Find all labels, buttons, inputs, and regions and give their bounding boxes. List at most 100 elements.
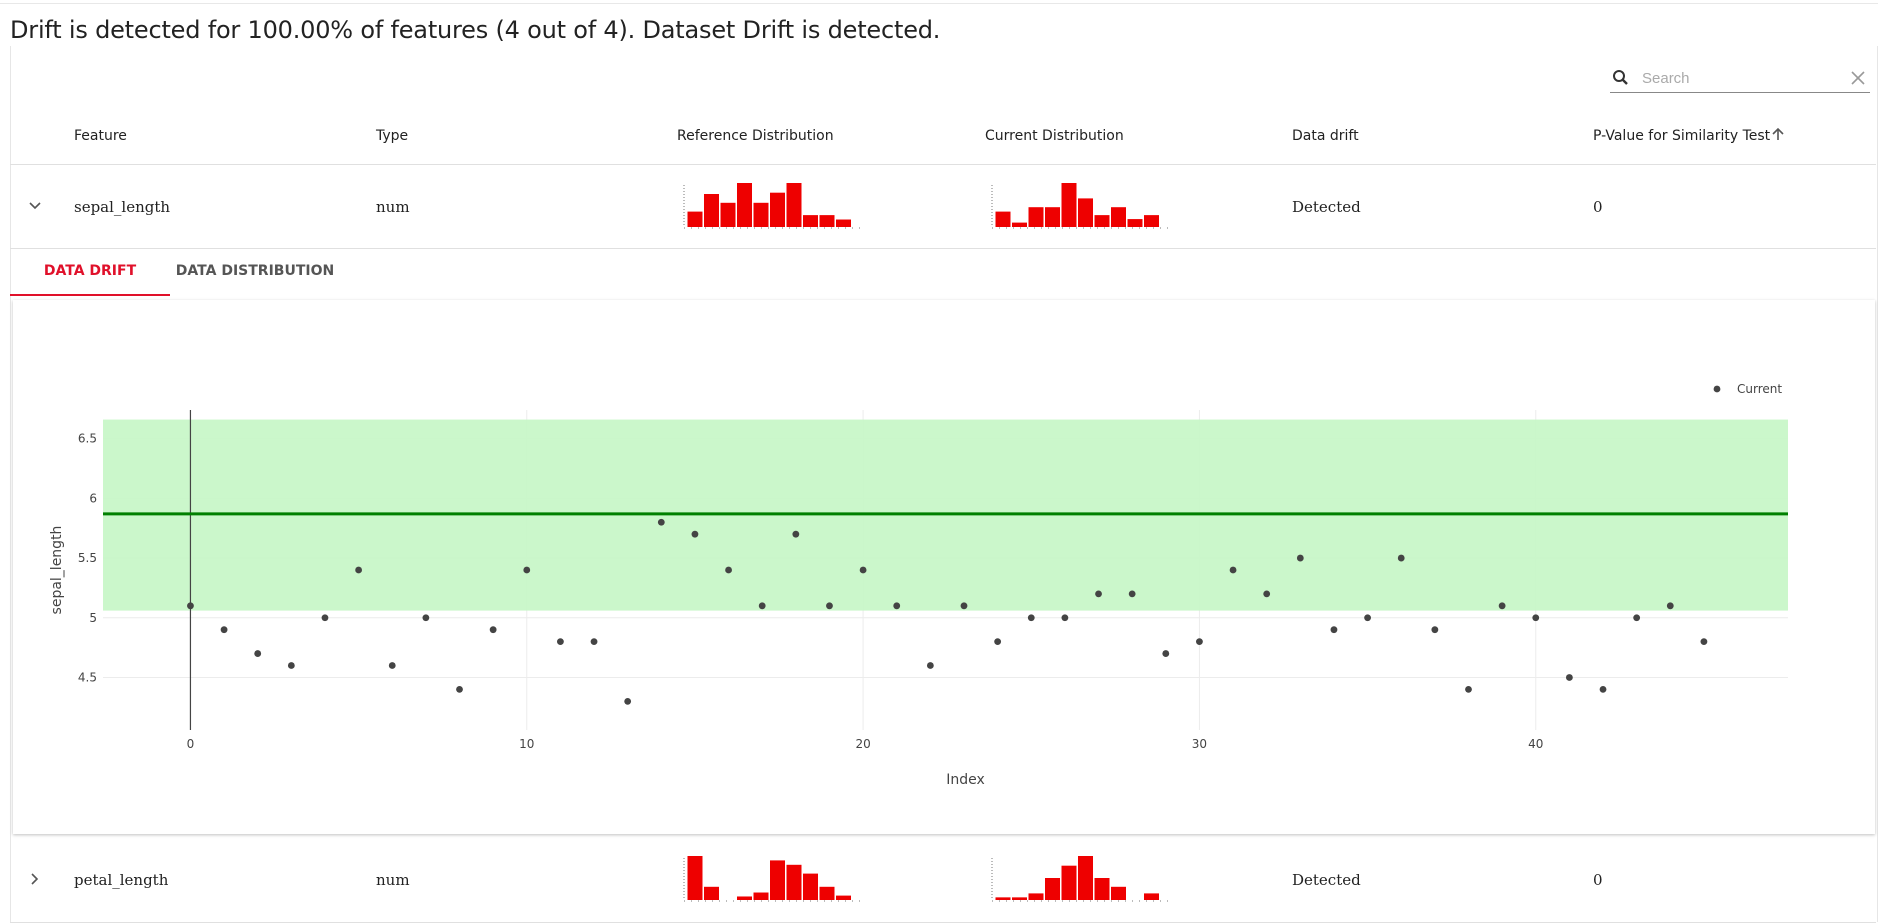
tab-data-distribution[interactable]: DATA DISTRIBUTION bbox=[175, 263, 335, 279]
histogram-bar bbox=[770, 192, 785, 227]
data-point[interactable] bbox=[1229, 566, 1237, 574]
chart-legend[interactable]: Current bbox=[1713, 382, 1783, 396]
data-point[interactable] bbox=[1330, 626, 1338, 634]
x-tick-label: 40 bbox=[1528, 737, 1543, 751]
data-point[interactable] bbox=[287, 662, 295, 669]
data-point[interactable] bbox=[1565, 674, 1573, 681]
data-point[interactable] bbox=[187, 602, 194, 610]
column-header-feature[interactable]: Feature bbox=[74, 128, 127, 144]
tab-data-drift[interactable]: DATA DRIFT bbox=[10, 248, 170, 296]
data-point[interactable] bbox=[1296, 554, 1304, 562]
data-point[interactable] bbox=[1431, 626, 1439, 634]
chevron-down-icon[interactable] bbox=[27, 198, 43, 214]
data-point[interactable] bbox=[1128, 590, 1136, 598]
drift-status: Detected bbox=[1292, 198, 1361, 216]
table-row[interactable]: sepal_length num Detected 0 bbox=[10, 165, 1876, 249]
data-point[interactable] bbox=[1599, 686, 1607, 693]
search-box[interactable] bbox=[1610, 64, 1870, 93]
close-icon[interactable] bbox=[1846, 66, 1870, 90]
table-header: Feature Type Reference Distribution Curr… bbox=[10, 114, 1876, 165]
data-point[interactable] bbox=[1498, 602, 1506, 610]
data-point[interactable] bbox=[624, 697, 632, 705]
data-point[interactable] bbox=[1700, 638, 1708, 646]
histogram-bar bbox=[704, 886, 719, 900]
column-header-current[interactable]: Current Distribution bbox=[985, 128, 1124, 144]
data-point[interactable] bbox=[1633, 614, 1641, 622]
data-point[interactable] bbox=[725, 566, 732, 574]
column-header-pvalue[interactable]: P-Value for Similarity Test bbox=[1593, 128, 1771, 144]
p-value: 0 bbox=[1593, 198, 1603, 216]
data-point[interactable] bbox=[1364, 614, 1371, 622]
data-point[interactable] bbox=[1027, 614, 1035, 622]
data-point[interactable] bbox=[859, 566, 867, 574]
table-row[interactable]: petal_length num Detected 0 bbox=[10, 838, 1876, 923]
data-point[interactable] bbox=[1061, 614, 1069, 622]
data-point[interactable] bbox=[523, 566, 531, 574]
histogram-bar bbox=[704, 194, 719, 227]
data-point[interactable] bbox=[321, 614, 329, 622]
data-point[interactable] bbox=[893, 602, 901, 610]
data-point[interactable] bbox=[1162, 650, 1170, 657]
histogram-bar bbox=[819, 215, 835, 227]
y-tick-label: 6.5 bbox=[78, 432, 97, 446]
data-point[interactable] bbox=[657, 518, 665, 526]
y-tick-label: 5.5 bbox=[78, 551, 97, 565]
column-header-drift[interactable]: Data drift bbox=[1292, 128, 1359, 144]
data-point[interactable] bbox=[422, 614, 430, 622]
histogram-bar bbox=[1111, 886, 1126, 900]
data-point[interactable] bbox=[691, 530, 699, 538]
data-point[interactable] bbox=[1095, 590, 1102, 598]
histogram-bar bbox=[1012, 222, 1027, 227]
data-point[interactable] bbox=[758, 602, 766, 610]
x-tick-label: 0 bbox=[187, 737, 195, 751]
histogram-bar bbox=[836, 219, 851, 227]
histogram-bar bbox=[770, 860, 785, 900]
legend-label: Current bbox=[1737, 382, 1782, 396]
data-point[interactable] bbox=[1196, 638, 1203, 646]
column-header-reference[interactable]: Reference Distribution bbox=[677, 128, 834, 144]
drift-summary: Drift is detected for 100.00% of feature… bbox=[10, 16, 941, 44]
data-point[interactable] bbox=[1263, 590, 1271, 598]
histogram-bar bbox=[1045, 207, 1060, 227]
search-input[interactable] bbox=[1640, 68, 1846, 88]
data-point[interactable] bbox=[254, 650, 262, 657]
search-icon bbox=[1610, 66, 1640, 90]
feature-name: petal_length bbox=[74, 871, 169, 889]
data-point[interactable] bbox=[456, 686, 463, 693]
data-point[interactable] bbox=[994, 638, 1002, 646]
data-point[interactable] bbox=[355, 566, 363, 574]
y-axis-label: sepal_length bbox=[49, 526, 65, 615]
drift-plot-panel: 0 10 20 30 40 4.5 5 5.5 6 6.5 Index sepal_length Cur… bbox=[13, 300, 1875, 834]
histogram-bar bbox=[1094, 878, 1110, 900]
data-point[interactable] bbox=[557, 638, 564, 646]
data-point[interactable] bbox=[388, 662, 396, 669]
histogram-bar bbox=[1028, 893, 1044, 900]
x-axis-label: Index bbox=[946, 772, 985, 788]
histogram-bar bbox=[836, 895, 851, 900]
chevron-right-icon[interactable] bbox=[27, 871, 43, 887]
data-point[interactable] bbox=[960, 602, 968, 610]
arrow-up-icon[interactable] bbox=[1771, 126, 1785, 146]
data-point[interactable] bbox=[1397, 554, 1405, 562]
histogram-bar bbox=[786, 183, 802, 227]
data-point[interactable] bbox=[489, 626, 497, 634]
data-point[interactable] bbox=[220, 626, 228, 634]
histogram-bar bbox=[1144, 893, 1159, 900]
histogram-bar bbox=[737, 896, 752, 900]
reference-distribution-chart bbox=[683, 183, 862, 229]
data-point[interactable] bbox=[826, 602, 833, 610]
current-distribution-chart bbox=[991, 183, 1170, 229]
data-point[interactable] bbox=[1465, 686, 1472, 693]
column-header-type[interactable]: Type bbox=[376, 128, 409, 144]
data-point[interactable] bbox=[1666, 602, 1674, 610]
y-tick-label: 4.5 bbox=[78, 670, 97, 684]
data-point[interactable] bbox=[926, 662, 934, 669]
data-point[interactable] bbox=[590, 638, 598, 646]
histogram-bar bbox=[819, 886, 835, 900]
histogram-bar bbox=[1078, 198, 1093, 227]
histogram-bar bbox=[786, 864, 802, 900]
x-tick-label: 30 bbox=[1192, 737, 1207, 751]
data-point[interactable] bbox=[1532, 614, 1540, 622]
histogram-bar bbox=[753, 892, 769, 900]
data-point[interactable] bbox=[792, 530, 800, 538]
